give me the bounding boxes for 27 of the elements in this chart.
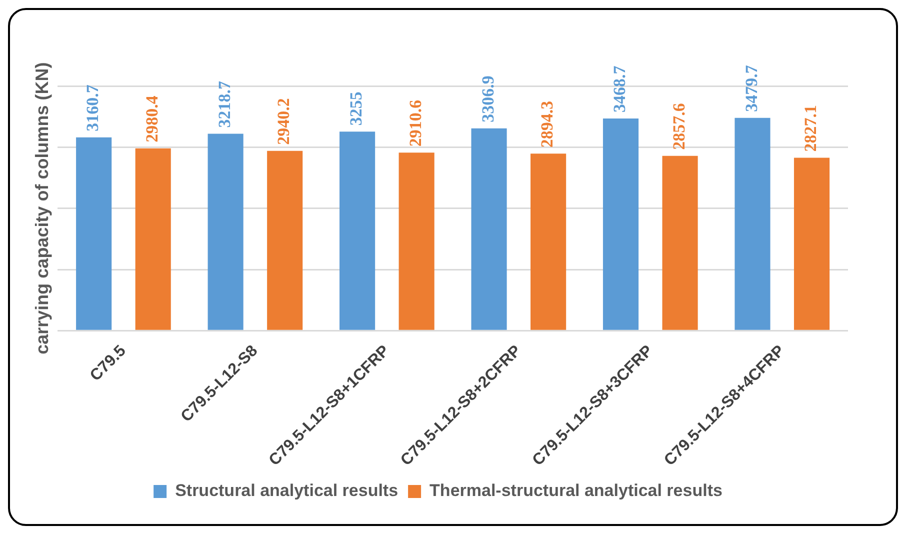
bar <box>662 156 698 330</box>
bar <box>602 118 639 330</box>
y-axis-title: carrying capacity of columns (KN) <box>32 62 52 354</box>
legend-label: Structural analytical results <box>175 481 398 500</box>
bar <box>340 132 376 330</box>
data-label: 2857.6 <box>669 103 688 150</box>
data-label: 3479.7 <box>742 64 761 112</box>
data-label: 3306.9 <box>478 76 498 122</box>
bar <box>76 137 112 330</box>
data-label: 2940.2 <box>274 98 294 145</box>
bar <box>794 158 830 330</box>
data-label: 2910.6 <box>406 100 425 147</box>
bar <box>267 150 303 330</box>
bar <box>208 134 244 330</box>
bar <box>135 148 171 330</box>
data-label: 3218.7 <box>214 80 234 128</box>
data-label: 2980.4 <box>142 95 162 142</box>
bar <box>471 128 507 330</box>
bar <box>530 154 566 330</box>
data-label: 2894.3 <box>538 100 557 148</box>
data-label: 3468.7 <box>610 65 630 112</box>
legend-label: Thermal-structural analytical results <box>430 481 722 500</box>
data-label: 3255 <box>346 92 366 126</box>
data-label: 2827.1 <box>801 104 820 152</box>
bar <box>398 152 434 330</box>
bar <box>734 118 770 330</box>
data-label: 3160.7 <box>83 84 102 132</box>
